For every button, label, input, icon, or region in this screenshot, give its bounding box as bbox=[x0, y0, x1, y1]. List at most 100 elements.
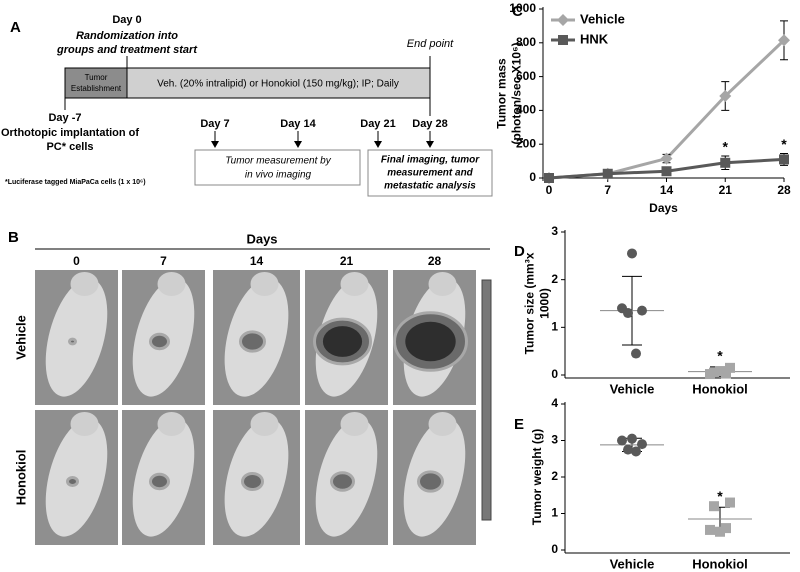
arrow-head bbox=[294, 141, 302, 148]
marker bbox=[778, 34, 790, 47]
panel-label: B bbox=[8, 229, 19, 246]
x-tick-label: 7 bbox=[604, 183, 611, 197]
box-text: metastatic analysis bbox=[384, 181, 476, 192]
row-label: Honokiol bbox=[13, 450, 28, 506]
day-label: Day -7 bbox=[48, 112, 81, 124]
arrow-head bbox=[374, 141, 382, 148]
marker bbox=[719, 90, 732, 103]
y-tick-label: 800 bbox=[516, 35, 536, 49]
panel-label: C bbox=[512, 3, 523, 20]
box-text: measurement and bbox=[387, 168, 473, 179]
day-label: Day 14 bbox=[280, 118, 316, 130]
marker bbox=[715, 526, 725, 537]
y-tick-label: 600 bbox=[516, 69, 536, 83]
x-tick-label: Honokiol bbox=[692, 556, 748, 571]
y-tick-label: 200 bbox=[516, 136, 536, 150]
column-label: 28 bbox=[428, 254, 442, 268]
marker bbox=[627, 433, 637, 444]
marker bbox=[725, 362, 735, 373]
marker bbox=[709, 501, 719, 512]
x-tick-label: 0 bbox=[546, 183, 553, 197]
marker bbox=[637, 439, 647, 450]
marker bbox=[637, 305, 647, 316]
y-axis-title: (photon/sec X10⁶) bbox=[510, 42, 524, 144]
marker bbox=[544, 173, 554, 183]
annotation: PC* cells bbox=[46, 141, 93, 153]
column-label: 7 bbox=[160, 254, 167, 268]
tumor-signal bbox=[66, 476, 79, 487]
annotation: Orthotopic implantation of bbox=[1, 127, 139, 139]
marker bbox=[617, 435, 627, 446]
annotation: Randomization into bbox=[76, 30, 178, 42]
panel-label: A bbox=[10, 19, 21, 36]
box-text: in vivo imaging bbox=[245, 170, 312, 181]
text-box bbox=[194, 149, 361, 186]
x-tick-label: 28 bbox=[777, 183, 791, 197]
y-tick-label: 1 bbox=[551, 320, 558, 334]
marker bbox=[725, 497, 735, 508]
y-axis-title: Tumor mass bbox=[495, 58, 509, 129]
marker bbox=[557, 14, 569, 26]
tumor-signal bbox=[68, 337, 77, 346]
mouse-head bbox=[340, 412, 369, 436]
mouse-body bbox=[45, 278, 108, 397]
timeline-box bbox=[126, 67, 431, 99]
y-tick-label: 1 bbox=[551, 506, 558, 520]
marker bbox=[558, 35, 568, 45]
x-tick-label: Vehicle bbox=[610, 381, 655, 396]
marker bbox=[631, 348, 641, 359]
marker bbox=[602, 168, 613, 179]
marker bbox=[715, 366, 725, 377]
marker bbox=[779, 154, 789, 165]
tumor-signal bbox=[330, 471, 355, 492]
significance: * bbox=[717, 348, 723, 364]
column-label: 21 bbox=[340, 254, 354, 268]
footnote: *Luciferase tagged MiaPaCa cells (1 x 10… bbox=[5, 179, 146, 186]
row-label: Vehicle bbox=[13, 315, 28, 360]
y-tick-label: 400 bbox=[516, 103, 536, 117]
color-bar bbox=[481, 279, 492, 521]
legend-label: HNK bbox=[580, 31, 609, 46]
marker bbox=[705, 524, 715, 535]
y-tick-label: 3 bbox=[551, 433, 558, 447]
y-axis-title: 1000) bbox=[538, 288, 552, 319]
significance: * bbox=[781, 136, 787, 152]
tumor-signal bbox=[241, 472, 264, 491]
significance: * bbox=[717, 488, 723, 504]
box-text: Tumor bbox=[85, 73, 108, 82]
y-tick-label: 3 bbox=[551, 224, 558, 238]
y-tick-label: 0 bbox=[551, 542, 558, 556]
column-label: 14 bbox=[250, 254, 264, 268]
panel-label: D bbox=[514, 243, 525, 260]
mouse-head bbox=[428, 412, 457, 436]
tumor-signal bbox=[417, 470, 444, 493]
day-label: Day 21 bbox=[360, 118, 395, 130]
significance: * bbox=[723, 139, 729, 155]
column-label: 0 bbox=[73, 254, 80, 268]
mouse-head bbox=[340, 272, 369, 296]
x-tick-label: Honokiol bbox=[692, 381, 748, 396]
box-text: Establishment bbox=[71, 84, 122, 93]
day-label: Day 7 bbox=[200, 118, 229, 130]
day-label: Day 28 bbox=[412, 118, 447, 130]
mouse-head bbox=[157, 412, 186, 436]
x-tick-label: 14 bbox=[660, 183, 674, 197]
y-tick-label: 2 bbox=[551, 272, 558, 286]
box-text: Veh. (20% intralipid) or Honokiol (150 m… bbox=[157, 79, 399, 90]
marker bbox=[705, 369, 715, 380]
marker bbox=[720, 157, 731, 168]
legend-label: Vehicle bbox=[580, 11, 625, 26]
arrow-head bbox=[426, 141, 434, 148]
box-text: Tumor measurement by bbox=[225, 156, 331, 167]
mouse-head bbox=[70, 412, 99, 436]
tumor-signal bbox=[239, 330, 266, 353]
marker bbox=[721, 368, 731, 379]
y-axis-title: Tumor weight (g) bbox=[530, 429, 544, 525]
arrow-head bbox=[211, 141, 219, 148]
panel-label: E bbox=[514, 416, 524, 433]
annotation: End point bbox=[407, 38, 454, 50]
tumor-core bbox=[405, 321, 456, 362]
marker bbox=[627, 248, 637, 259]
marker bbox=[623, 308, 633, 319]
